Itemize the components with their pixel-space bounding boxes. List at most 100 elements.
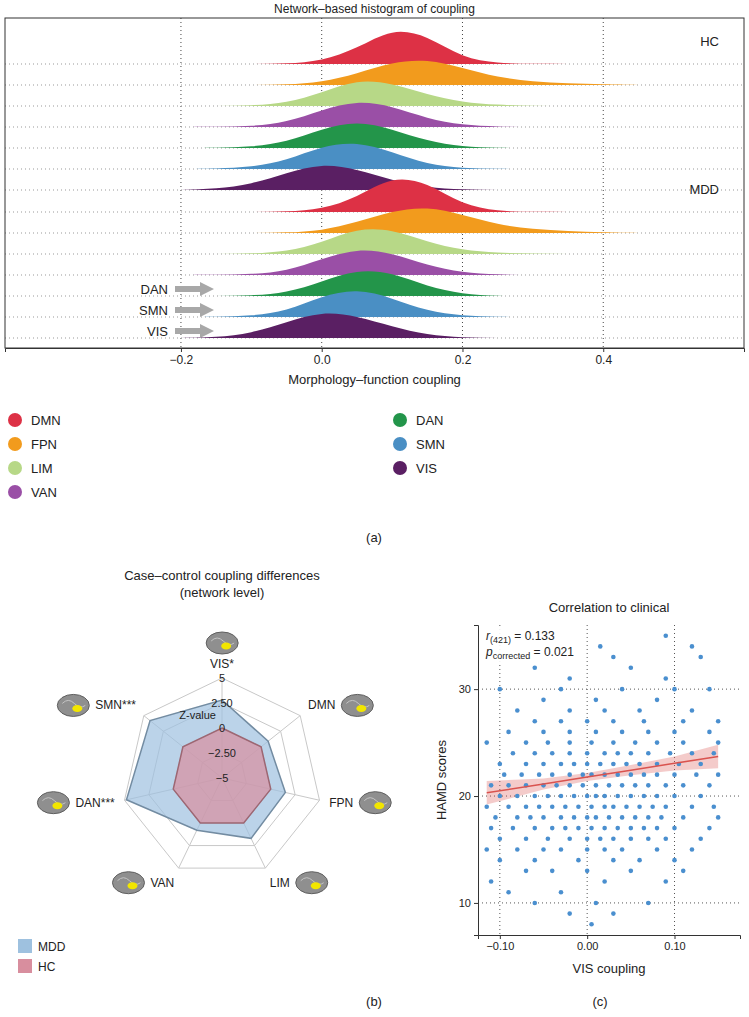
- point: [615, 751, 620, 756]
- point: [541, 730, 546, 735]
- point: [554, 783, 559, 788]
- point: [698, 794, 703, 799]
- point: [567, 836, 572, 841]
- point: [624, 804, 629, 809]
- point: [642, 772, 647, 777]
- point: [620, 687, 625, 692]
- point: [672, 687, 677, 692]
- ridge: [181, 103, 638, 127]
- legend-label: LIM: [31, 461, 53, 476]
- tick-mark: [474, 796, 478, 797]
- panel-label: (b): [366, 994, 382, 1009]
- point: [532, 858, 537, 863]
- point: [672, 826, 677, 831]
- point: [659, 815, 664, 820]
- grid-line: [499, 625, 500, 935]
- point: [642, 794, 647, 799]
- point: [567, 676, 572, 681]
- category-label: DAN***: [75, 796, 115, 810]
- brain-icon: [57, 694, 89, 716]
- category-label: FPN: [329, 796, 353, 810]
- point: [585, 836, 590, 841]
- point: [611, 836, 616, 841]
- tick: 0.10: [664, 935, 685, 952]
- point: [646, 815, 651, 820]
- point: [515, 708, 520, 713]
- point: [629, 836, 634, 841]
- point: [493, 815, 498, 820]
- tick-label: 0.4: [595, 353, 612, 367]
- legend-label: FPN: [31, 437, 57, 452]
- point: [629, 869, 634, 874]
- ridge: [181, 208, 638, 233]
- brain-icon: [296, 872, 328, 894]
- point: [712, 804, 717, 809]
- point: [690, 708, 695, 713]
- legend-swatch: [393, 461, 407, 475]
- point: [576, 858, 581, 863]
- tick: 20: [459, 790, 478, 802]
- point: [567, 911, 572, 916]
- point: [663, 783, 668, 788]
- point: [532, 826, 537, 831]
- point: [602, 804, 607, 809]
- plot-area: [484, 633, 720, 926]
- point: [681, 869, 686, 874]
- point: [576, 804, 581, 809]
- panel-label: (c): [592, 994, 607, 1009]
- category-label: VIS*: [210, 657, 234, 671]
- point: [498, 687, 503, 692]
- point: [498, 858, 503, 863]
- brain-shape: [112, 872, 144, 894]
- title-line: Case–control coupling differences: [124, 568, 320, 583]
- point: [589, 740, 594, 745]
- ridge: [181, 229, 638, 254]
- chart-title: Network–based histogram of coupling: [274, 2, 475, 16]
- point: [672, 730, 677, 735]
- point: [515, 815, 520, 820]
- point: [572, 762, 577, 767]
- legend-label: MDD: [38, 940, 66, 954]
- point: [563, 826, 568, 831]
- ridge: [181, 271, 638, 296]
- radar-series: [126, 700, 285, 838]
- brain-highlight: [72, 705, 82, 712]
- point: [637, 762, 642, 767]
- axis-title: VIS coupling: [573, 961, 646, 976]
- category-label: DMN: [308, 698, 335, 712]
- point: [506, 890, 511, 895]
- tick: 30: [459, 683, 478, 695]
- tick-mark: [181, 348, 182, 352]
- tick-mark: [500, 935, 501, 939]
- annotation: SMN: [139, 303, 168, 318]
- ridges: [181, 32, 638, 338]
- point: [602, 847, 607, 852]
- point: [541, 847, 546, 852]
- point: [550, 804, 555, 809]
- tick-label: −0.10: [486, 940, 514, 952]
- point: [589, 826, 594, 831]
- point: [563, 804, 568, 809]
- axis-title: HAMD scores: [434, 739, 449, 820]
- point: [550, 826, 555, 831]
- panel-a: Network–based histogram of couplingHCMDD…: [5, 2, 745, 545]
- tick-label: 2.50: [211, 697, 232, 709]
- point: [611, 719, 616, 724]
- point: [585, 794, 590, 799]
- point: [567, 751, 572, 756]
- point: [716, 815, 721, 820]
- axis-line: [474, 626, 479, 936]
- legend-label: SMN: [416, 437, 445, 452]
- axis: −0.20.00.20.4: [6, 348, 745, 367]
- point: [655, 826, 660, 831]
- tick-label: 5: [219, 672, 225, 684]
- point: [489, 879, 494, 884]
- annotation: VIS: [147, 324, 168, 339]
- legend-swatch: [8, 485, 22, 499]
- ridge: [181, 144, 638, 169]
- tick-mark: [587, 935, 588, 939]
- point: [559, 762, 564, 767]
- category-label: VAN: [150, 876, 174, 890]
- ridge: [181, 61, 638, 85]
- point: [707, 730, 712, 735]
